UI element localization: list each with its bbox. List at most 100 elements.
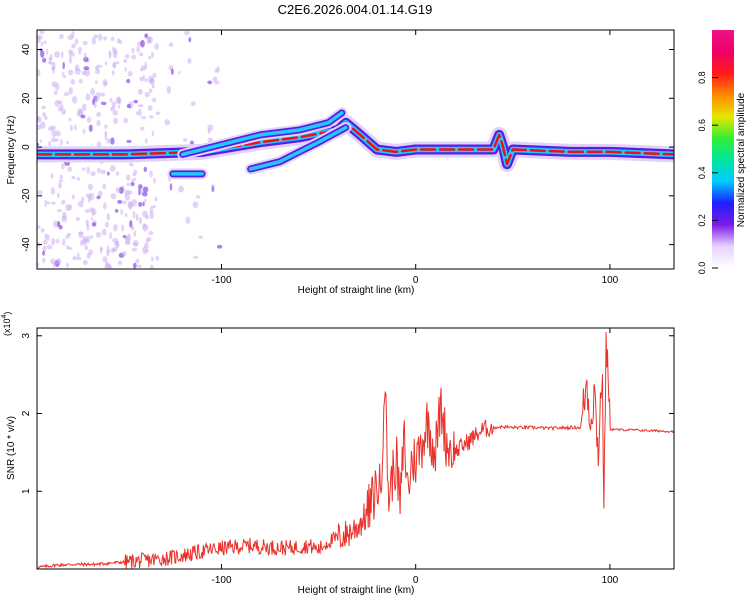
figure-title: C2E6.2026.004.01.14.G19 <box>278 2 433 17</box>
noise-speckle <box>122 250 127 257</box>
noise-speckle <box>114 209 119 213</box>
noise-speckle <box>133 177 137 182</box>
noise-speckle <box>145 249 149 253</box>
noise-speckle <box>149 264 154 269</box>
noise-speckle <box>66 140 69 145</box>
snr-y-ticks: 1 2 3 <box>21 333 674 494</box>
noise-speckle <box>90 88 95 96</box>
noise-speckle <box>72 255 77 261</box>
noise-speckle <box>151 130 155 137</box>
noise-speckle <box>50 201 56 205</box>
noise-speckle <box>185 216 191 224</box>
noise-speckle <box>92 98 95 106</box>
noise-speckle <box>66 232 72 236</box>
noise-speckle <box>119 39 122 45</box>
noise-speckle <box>50 173 54 179</box>
noise-speckle <box>55 238 60 244</box>
noise-speckle <box>216 244 223 249</box>
noise-speckle <box>84 209 91 214</box>
noise-speckle <box>62 238 66 246</box>
noise-speckle <box>62 75 67 79</box>
noise-speckle <box>126 189 130 195</box>
noise-speckle <box>61 163 65 170</box>
noise-speckle <box>75 216 81 221</box>
noise-speckle <box>78 51 82 55</box>
noise-speckle <box>141 116 146 120</box>
noise-speckle <box>68 117 72 122</box>
noise-speckle <box>96 111 101 118</box>
noise-speckle <box>126 174 131 181</box>
noise-speckle <box>182 138 188 142</box>
noise-speckle <box>50 187 56 195</box>
noise-speckle <box>61 211 67 220</box>
noise-speckle <box>51 238 56 246</box>
noise-speckle <box>80 114 86 119</box>
noise-speckle <box>192 201 199 209</box>
noise-speckle <box>110 248 116 253</box>
noise-speckle <box>51 129 57 138</box>
colorbar-ticks: 0.0 0.2 0.4 0.6 0.8 <box>697 71 718 274</box>
noise-speckle <box>106 213 110 221</box>
noise-speckle <box>151 256 154 262</box>
colorbar-tick-label: 0.0 <box>697 262 707 275</box>
noise-speckle <box>44 233 48 241</box>
snr-y-tick-label: 2 <box>21 410 32 416</box>
noise-speckle <box>126 139 132 143</box>
noise-speckle <box>95 232 102 238</box>
noise-speckle <box>40 50 45 58</box>
noise-speckle <box>89 235 94 239</box>
noise-speckle <box>104 81 108 86</box>
noise-speckle <box>128 162 134 167</box>
noise-speckle <box>74 67 81 75</box>
noise-speckle <box>124 193 131 201</box>
noise-speckle <box>43 40 47 45</box>
noise-speckle <box>42 239 48 245</box>
noise-speckle <box>42 112 47 118</box>
noise-speckle <box>57 220 61 227</box>
noise-speckle <box>42 257 46 264</box>
noise-speckle <box>146 36 151 41</box>
noise-speckle <box>87 183 94 191</box>
noise-speckle <box>85 93 91 101</box>
spectrogram-y-tick-label: 0 <box>21 144 32 150</box>
noise-speckle <box>39 30 45 35</box>
noise-speckle <box>90 171 96 177</box>
spectrogram-x-tick-label: 0 <box>413 275 419 286</box>
noise-speckle <box>129 220 133 228</box>
noise-speckle <box>104 263 111 269</box>
noise-speckle <box>138 187 141 196</box>
noise-speckle <box>144 61 148 70</box>
noise-speckle <box>170 68 174 75</box>
noise-speckle <box>91 222 97 227</box>
noise-speckle <box>104 61 108 66</box>
snr-multiplier-base: (x10 <box>2 318 12 336</box>
noise-speckle <box>154 43 160 50</box>
noise-speckle <box>148 88 153 94</box>
noise-speckle <box>37 34 43 40</box>
noise-speckle <box>67 166 73 172</box>
noise-speckle <box>117 199 123 204</box>
spectrogram-frame <box>36 29 675 270</box>
noise-speckle <box>61 71 65 76</box>
snr-series-line <box>37 331 674 569</box>
noise-speckle <box>142 201 145 207</box>
noise-speckle <box>99 247 103 254</box>
noise-speckle <box>86 235 90 244</box>
snr-x-tick-label: 0 <box>413 575 419 586</box>
noise-speckle <box>84 245 89 251</box>
noise-speckle <box>195 195 201 199</box>
snr-y-tick-label: 3 <box>21 333 32 339</box>
noise-speckle <box>140 126 145 131</box>
noise-speckle <box>106 138 112 144</box>
noise-speckle <box>46 201 51 205</box>
colorbar: 0.0 0.2 0.4 0.6 0.8 Normalized spectral ampl… <box>697 30 747 274</box>
noise-speckle <box>115 240 120 249</box>
noise-speckle <box>37 190 43 195</box>
noise-speckle <box>44 116 48 121</box>
noise-speckle <box>70 78 76 85</box>
noise-speckle <box>111 70 115 76</box>
noise-speckle <box>212 76 218 82</box>
noise-speckle <box>132 210 136 219</box>
noise-speckle <box>132 173 136 177</box>
